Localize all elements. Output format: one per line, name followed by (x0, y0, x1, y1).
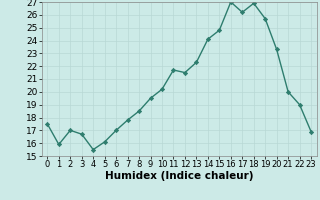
X-axis label: Humidex (Indice chaleur): Humidex (Indice chaleur) (105, 171, 253, 181)
